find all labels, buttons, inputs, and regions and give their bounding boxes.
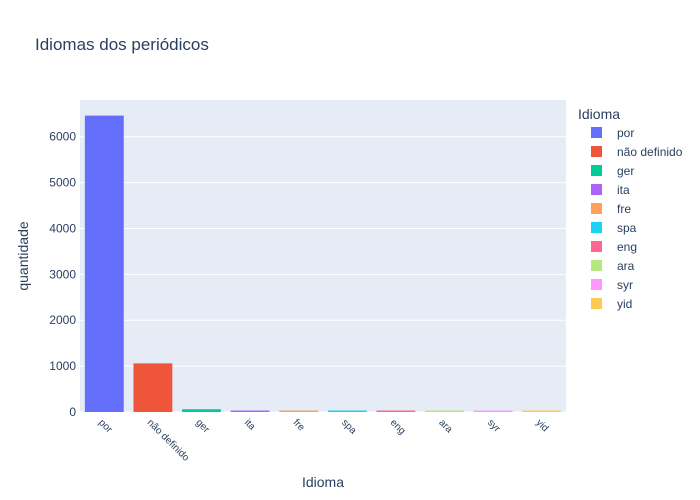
- x-tick-label: eng: [388, 417, 408, 437]
- legend-label[interactable]: fre: [617, 202, 631, 216]
- x-tick-label: por: [96, 417, 114, 435]
- legend-label[interactable]: yid: [617, 297, 632, 311]
- legend-swatch: [591, 298, 602, 309]
- y-tick-label: 5000: [49, 176, 76, 190]
- legend-swatch: [591, 241, 602, 252]
- legend-label[interactable]: por: [617, 126, 634, 140]
- legend: Idioma por não definido ger ita fre spa eng ara…: [578, 106, 683, 311]
- legend-label[interactable]: ita: [617, 183, 630, 197]
- legend-swatch: [591, 279, 602, 290]
- x-tick-label: não definido: [145, 417, 192, 464]
- x-tick-label: ger: [193, 417, 211, 435]
- bar-syr[interactable]: [473, 410, 513, 413]
- y-tick-label: 0: [69, 405, 76, 419]
- x-tick-label: fre: [291, 417, 307, 433]
- legend-swatch: [591, 203, 602, 214]
- bar-eng[interactable]: [376, 410, 416, 413]
- x-tick-label: ita: [242, 417, 258, 433]
- legend-swatch: [591, 127, 602, 138]
- bar-fre[interactable]: [279, 410, 319, 413]
- bar-ara[interactable]: [425, 410, 464, 413]
- plot-area: [80, 100, 566, 412]
- y-tick-label: 3000: [49, 267, 76, 281]
- legend-swatch: [591, 165, 602, 176]
- y-axis-ticks: 0 1000 2000 3000 4000 5000 6000: [49, 130, 76, 419]
- legend-items: por não definido ger ita fre spa eng ara syr yid: [591, 126, 683, 311]
- x-tick-label: spa: [339, 417, 358, 436]
- bar-ger[interactable]: [182, 409, 221, 412]
- x-tick-label: ara: [436, 417, 454, 435]
- y-tick-label: 1000: [49, 359, 76, 373]
- bar-não-definido[interactable]: [133, 363, 173, 412]
- legend-label[interactable]: spa: [617, 221, 637, 235]
- legend-label[interactable]: ger: [617, 164, 634, 178]
- x-axis-title: Idioma: [302, 474, 344, 490]
- legend-label[interactable]: ara: [617, 259, 635, 273]
- bar-spa[interactable]: [327, 410, 367, 413]
- bars: [84, 115, 562, 413]
- bar-yid[interactable]: [522, 410, 562, 413]
- chart-title: Idiomas dos periódicos: [35, 35, 209, 54]
- y-tick-label: 6000: [49, 130, 76, 144]
- y-tick-label: 4000: [49, 221, 76, 235]
- legend-title: Idioma: [578, 106, 620, 122]
- legend-label[interactable]: não definido: [617, 145, 683, 159]
- legend-swatch: [591, 222, 602, 233]
- bar-por[interactable]: [84, 115, 124, 412]
- y-axis-title: quantidade: [15, 221, 31, 291]
- x-tick-label: yid: [534, 417, 551, 434]
- legend-label[interactable]: eng: [617, 240, 637, 254]
- legend-swatch: [591, 260, 602, 271]
- legend-label[interactable]: syr: [617, 278, 633, 292]
- x-axis-ticks: por não definido ger ita fre spa eng ara syr yid: [96, 417, 550, 464]
- x-tick-label: syr: [485, 417, 503, 435]
- legend-swatch: [591, 184, 602, 195]
- legend-swatch: [591, 146, 602, 157]
- bar-ita[interactable]: [230, 410, 270, 413]
- y-tick-label: 2000: [49, 313, 76, 327]
